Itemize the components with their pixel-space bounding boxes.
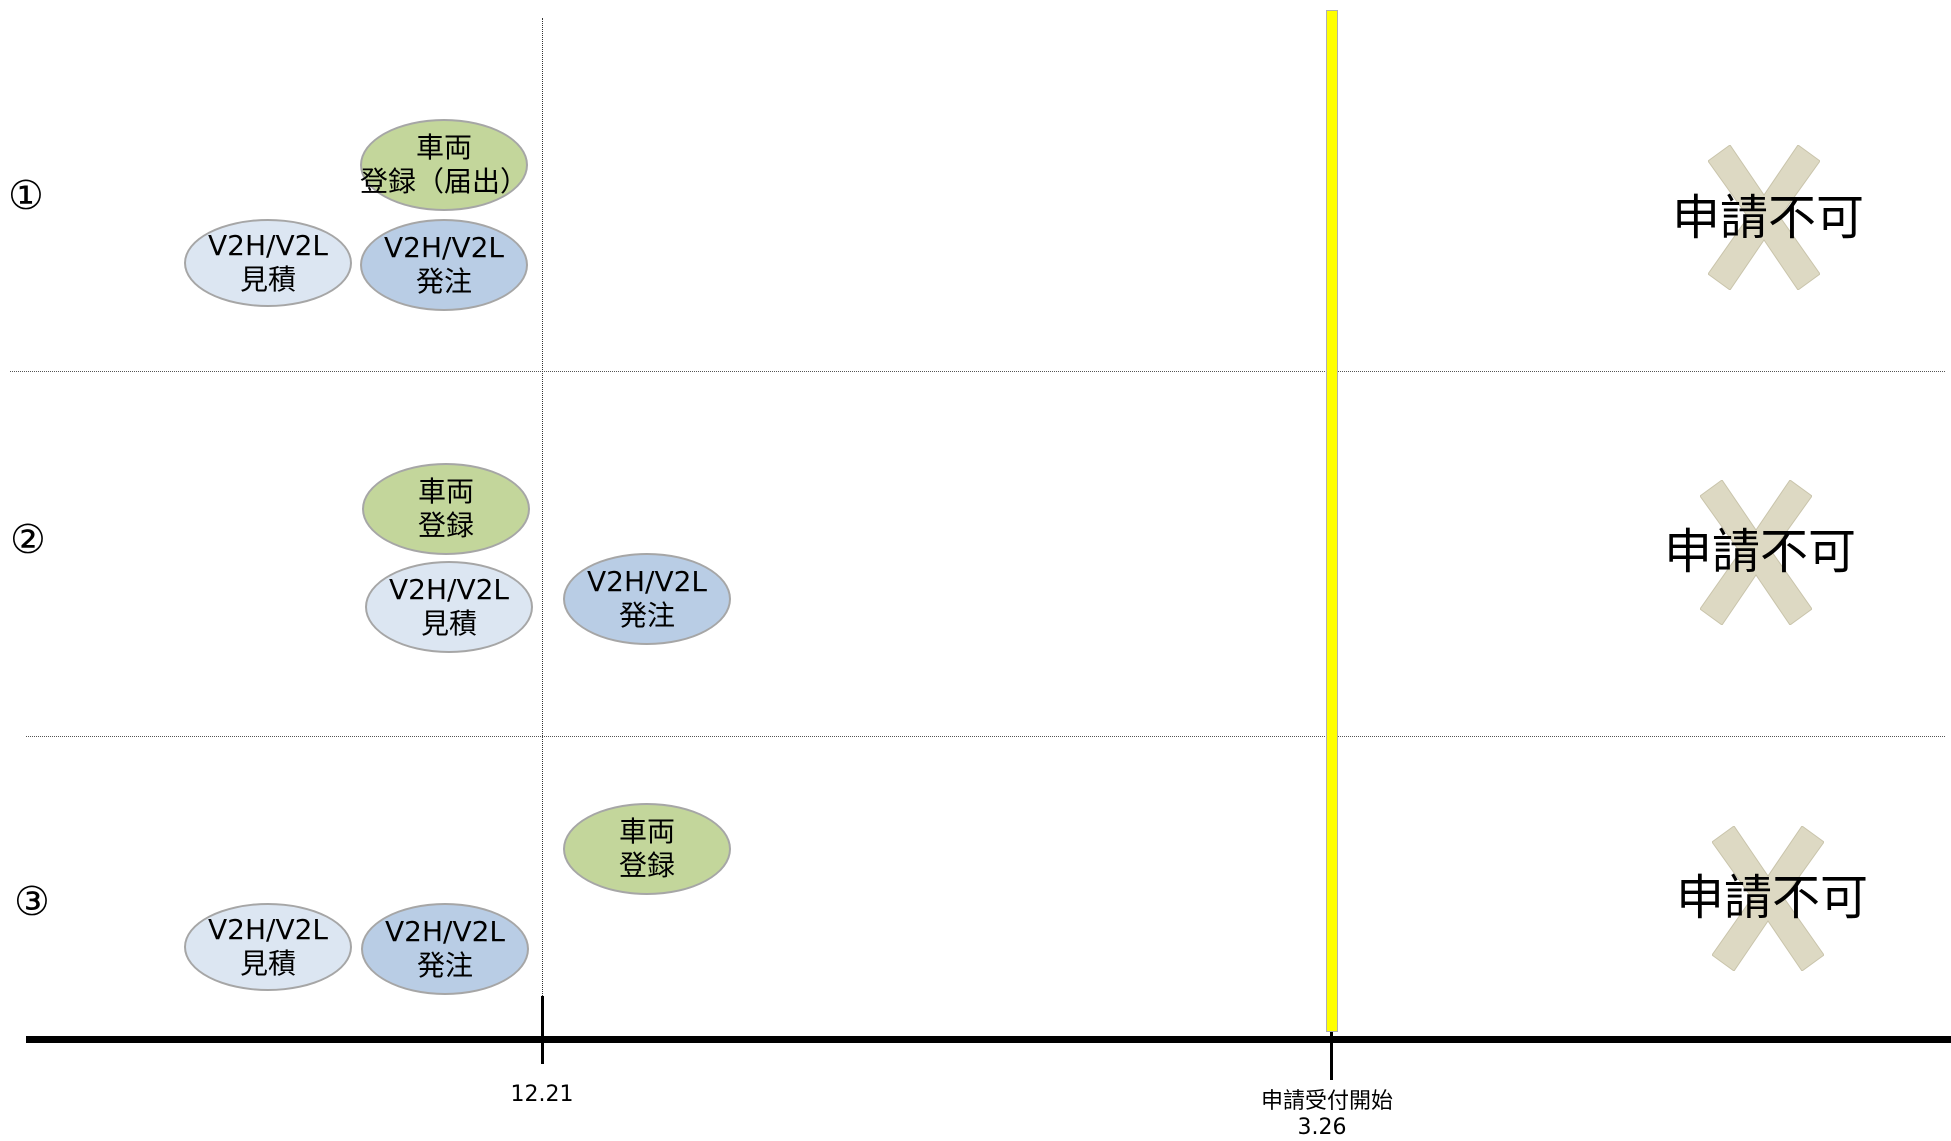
- row-label-1: ①: [8, 173, 44, 219]
- vehicle-registration-ellipse: 車両 登録: [563, 803, 731, 895]
- application-start-caption: 申請受付開始: [1260, 1089, 1393, 1114]
- ellipse-line1: V2H/V2L: [207, 229, 329, 262]
- row-divider-2: [26, 736, 1945, 737]
- ellipse-line2: 登録（届出）: [360, 165, 529, 198]
- axis-label-1221: 12.21: [510, 1082, 574, 1107]
- application-start-bar: [1326, 10, 1338, 1032]
- verdict-text: 申請不可: [1664, 524, 1857, 580]
- vehicle-registration-ellipse: 車両 登録（届出）: [360, 119, 528, 211]
- axis-tick-326: [1330, 1032, 1333, 1080]
- axis-label-326: 3.26: [1297, 1115, 1347, 1140]
- ellipse-line2: 発注: [618, 599, 675, 632]
- ellipse-line2: 登録: [417, 509, 474, 542]
- cutoff-line-1221: [542, 18, 543, 1036]
- row-label-2: ②: [10, 517, 46, 563]
- ellipse-line2: 見積: [239, 947, 296, 980]
- estimate-ellipse: V2H/V2L 見積: [184, 903, 352, 991]
- x-cross-icon: [1712, 826, 1824, 971]
- verdict-text: 申請不可: [1676, 870, 1869, 926]
- ellipse-line2: 見積: [239, 263, 296, 296]
- order-ellipse: V2H/V2L 発注: [361, 903, 529, 995]
- ellipse-line1: V2H/V2L: [586, 565, 708, 598]
- time-axis: [26, 1036, 1951, 1043]
- ellipse-line1: 車両: [417, 475, 474, 508]
- x-cross-icon: [1700, 480, 1812, 625]
- verdict-text: 申請不可: [1672, 190, 1865, 246]
- ellipse-line1: V2H/V2L: [383, 231, 505, 264]
- ellipse-line1: V2H/V2L: [207, 913, 329, 946]
- ellipse-line1: 車両: [415, 131, 472, 164]
- ellipse-line2: 登録: [618, 849, 675, 882]
- estimate-ellipse: V2H/V2L 見積: [184, 219, 352, 307]
- axis-tick-1221: [541, 996, 544, 1064]
- row-label-3: ③: [14, 879, 50, 925]
- x-cross-icon: [1708, 145, 1820, 290]
- ellipse-line1: 車両: [618, 815, 675, 848]
- ellipse-line2: 発注: [415, 265, 472, 298]
- ellipse-line2: 発注: [416, 949, 473, 982]
- row-divider-1: [10, 371, 1945, 372]
- vehicle-registration-ellipse: 車両 登録: [362, 463, 530, 555]
- ellipse-line1: V2H/V2L: [384, 915, 506, 948]
- ellipse-line1: V2H/V2L: [388, 573, 510, 606]
- estimate-ellipse: V2H/V2L 見積: [365, 561, 533, 653]
- order-ellipse: V2H/V2L 発注: [360, 219, 528, 311]
- order-ellipse: V2H/V2L 発注: [563, 553, 731, 645]
- ellipse-line2: 見積: [420, 607, 477, 640]
